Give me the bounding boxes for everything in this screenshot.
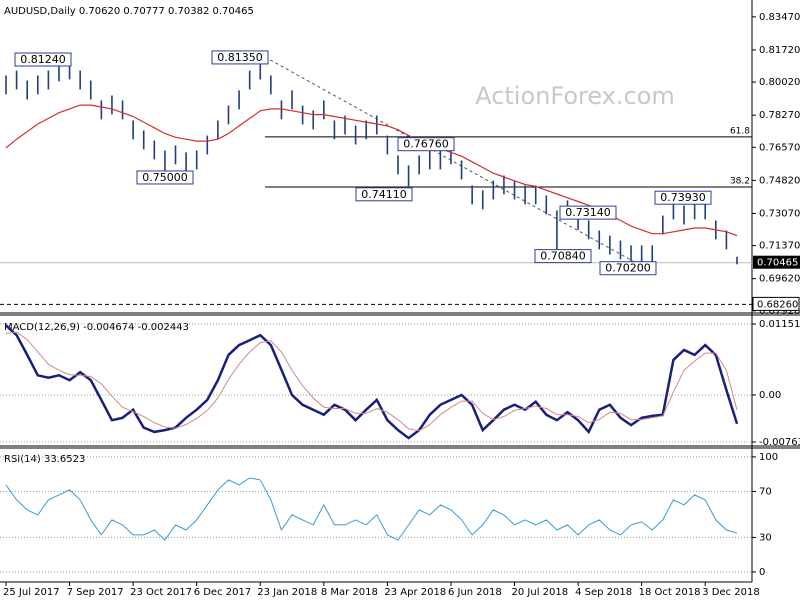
x-tick-label: 23 Apr 2018 [384, 587, 446, 598]
x-tick-label: 18 Oct 2018 [639, 587, 701, 598]
x-tick-label: 23 Jan 2018 [257, 587, 317, 598]
y-tick-label: 0.73070 [759, 208, 800, 219]
indicator-line [5, 477, 738, 541]
signal-line [5, 331, 738, 432]
annotation-label: 0.70840 [540, 250, 586, 263]
annotation-box [397, 137, 455, 152]
price-box-label: 0.70465 [757, 258, 798, 269]
annotation-label: 0.74110 [361, 188, 407, 201]
indicator-line [5, 324, 739, 440]
annotation-box [136, 170, 194, 185]
annotation-box [559, 205, 617, 220]
y-tick-label: 30 [759, 532, 772, 543]
annotation-box [534, 249, 592, 264]
x-tick-label: 6 Jun 2018 [448, 587, 502, 598]
annotation-label: 0.70200 [605, 262, 651, 275]
y-tick-label: 0.69620 [759, 274, 800, 285]
x-tick-label: 20 Jul 2018 [512, 587, 569, 598]
fibo-label: 61.8 [730, 126, 750, 136]
x-tick-label: 3 Dec 2018 [702, 587, 760, 598]
annotation-box [14, 52, 72, 67]
y-tick-label: 0.00 [759, 390, 781, 401]
x-tick-label: 4 Sep 2018 [575, 587, 632, 598]
annotation-box [654, 190, 712, 205]
x-tick-label: 25 Jul 2017 [3, 587, 60, 598]
annotation-label: 0.75000 [142, 171, 188, 184]
y-tick-label: 0.76570 [759, 142, 800, 153]
panel-title: RSI(14) 33.6523 [4, 454, 85, 465]
y-tick-label: 100 [759, 452, 778, 463]
x-tick-label: 23 Oct 2017 [130, 587, 192, 598]
annotation-box [355, 187, 413, 202]
price-box [753, 255, 800, 269]
level-box-label: 0.68260 [757, 299, 798, 310]
y-tick-label: -0.007634 [759, 437, 800, 448]
y-tick-label: 0.78270 [759, 110, 800, 121]
annotation-label: 0.73930 [660, 191, 706, 204]
fibo-label: 38.2 [730, 176, 750, 186]
y-tick-label: 0.011517 [759, 319, 800, 330]
y-tick-label: 0.80020 [759, 77, 800, 88]
annotation-label: 0.73140 [565, 206, 611, 219]
annotation-box [599, 261, 657, 276]
x-tick-label: 7 Sep 2017 [67, 587, 124, 598]
annotation-box [211, 50, 269, 65]
y-tick-label: 70 [759, 486, 772, 497]
panel-title: MACD(12,26,9) -0.004674 -0.002443 [4, 322, 189, 333]
y-tick-label: 0.67920 [759, 306, 800, 317]
y-tick-label: 0.83470 [759, 12, 800, 23]
panel-title: AUDUSD,Daily 0.70620 0.70777 0.70382 0.7… [4, 6, 254, 17]
y-tick-label: 0.71370 [759, 241, 800, 252]
watermark: ActionForex.com [475, 82, 675, 110]
annotation-label: 0.81350 [217, 51, 263, 64]
y-tick-label: 0.81720 [759, 45, 800, 56]
y-tick-label: 0 [759, 567, 765, 578]
annotation-label: 0.76760 [403, 138, 449, 151]
x-tick-label: 8 Mar 2018 [321, 587, 378, 598]
annotation-label: 0.81240 [20, 53, 66, 66]
x-tick-label: 6 Dec 2017 [194, 587, 252, 598]
level-box [752, 296, 800, 311]
y-tick-label: 0.74820 [759, 175, 800, 186]
